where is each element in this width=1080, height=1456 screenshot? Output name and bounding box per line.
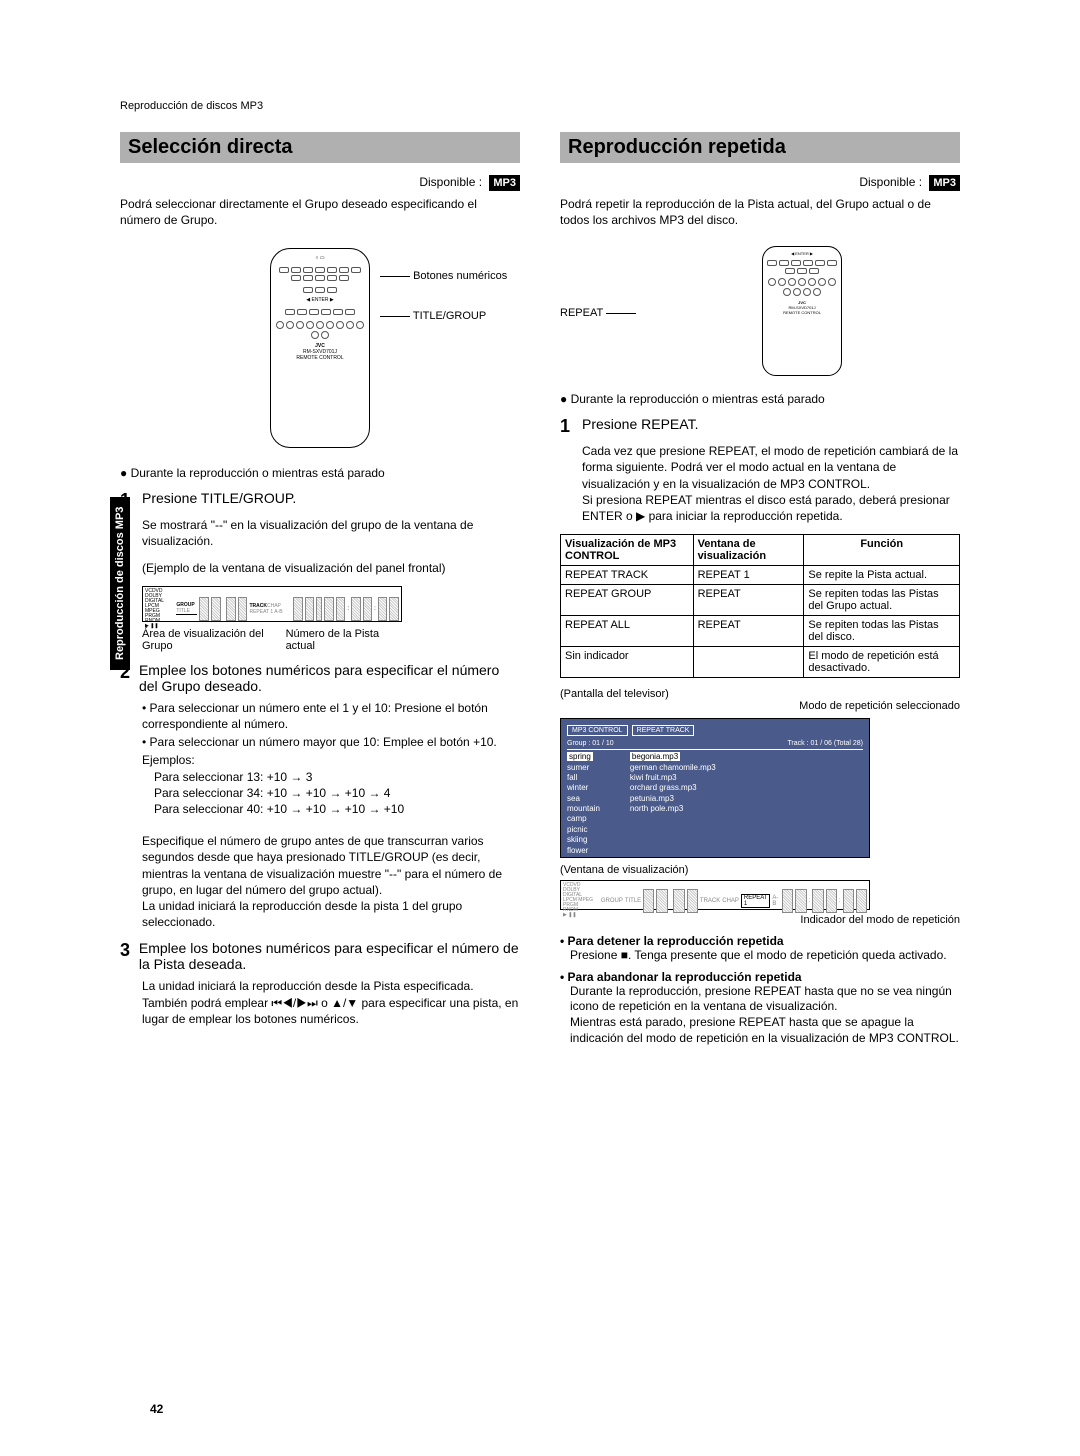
indicator-label: Indicador del modo de repetición: [560, 914, 960, 926]
repeat-table: Visualización de MP3 CONTROL Ventana de …: [560, 534, 960, 678]
page-number: 42: [150, 1402, 163, 1416]
intro-left: Podrá seleccionar directamente el Grupo …: [120, 197, 520, 228]
section-title-left: Selección directa: [120, 132, 520, 163]
note-playing-left: ● Durante la reproducción o mientras est…: [120, 466, 520, 480]
intro-right: Podrá repetir la reproducción de la Pist…: [560, 197, 960, 228]
sidebar-tab: Reproducción de discos MP3: [110, 497, 130, 670]
repeat-callout: REPEAT: [560, 307, 636, 319]
remote-diagram-small: ◀ ENTER ▶ JVCRM-SXVD701JREMOTE CONTROL: [762, 246, 842, 376]
mp3-badge: MP3: [489, 175, 520, 191]
panel-display-right: VCDVDDOLBY DIGITALLPCM MPEG PRGMRNDM▶ ❚❚…: [560, 880, 870, 910]
note-playing-right: ● Durante la reproducción o mientras est…: [560, 392, 960, 406]
abandon-heading: • Para abandonar la reproducción repetid…: [560, 970, 960, 984]
th-3: Función: [804, 535, 960, 566]
disp-caption: (Ventana de visualización): [560, 864, 960, 876]
mp3-badge-r: MP3: [929, 175, 960, 191]
step-title-3: Emplee los botones numéricos para especi…: [139, 940, 520, 972]
rstep-title-1: Presione REPEAT.: [582, 416, 698, 437]
stop-body: Presione ■. Tenga presente que el modo d…: [570, 948, 960, 964]
rstep-num-1: 1: [560, 416, 574, 437]
stop-heading: • Para detener la reproducción repetida: [560, 934, 960, 948]
callout-numeric: Botones numéricos: [380, 270, 507, 282]
disponible-text-r: Disponible :: [859, 175, 922, 189]
step-2: 2 Emplee los botones numéricos para espe…: [120, 662, 520, 694]
th-2: Ventana de visualización: [693, 535, 804, 566]
mode-label: Modo de repetición seleccionado: [560, 700, 960, 712]
step-title-1: Presione TITLE/GROUP.: [142, 490, 296, 511]
remote-diagram: ○ ▭ ◀ ENTER ▶: [270, 248, 370, 448]
page-header: Reproducción de discos MP3: [120, 100, 960, 112]
tv-caption-above: (Pantalla del televisor): [560, 688, 960, 700]
step-3: 3 Emplee los botones numéricos para espe…: [120, 940, 520, 972]
panel-label-left: Área de visualización del Grupo: [142, 628, 286, 652]
tv-mp3control: MP3 CONTROL: [567, 725, 628, 736]
step-1: 1 Presione TITLE/GROUP.: [120, 490, 520, 511]
callout-titlegroup: TITLE/GROUP: [380, 310, 486, 322]
disponible-text: Disponible :: [419, 175, 482, 189]
abandon-body: Durante la reproducción, presione REPEAT…: [570, 984, 960, 1046]
step-title-2: Emplee los botones numéricos para especi…: [139, 662, 520, 694]
tv-repeattrack: REPEAT TRACK: [632, 725, 695, 736]
tv-group: Group : 01 / 10: [567, 740, 614, 747]
panel-label-right: Número de la Pista actual: [286, 628, 402, 652]
step-body-1a: Se mostrará "--" en la visualización del…: [142, 517, 520, 549]
step-body-3: La unidad iniciará la reproducción desde…: [142, 978, 520, 1027]
th-1: Visualización de MP3 CONTROL: [561, 535, 694, 566]
tv-track: Track : 01 / 06 (Total 28): [787, 740, 863, 747]
section-title-right: Reproducción repetida: [560, 132, 960, 163]
disponible-right: Disponible : MP3: [560, 175, 960, 191]
step-num-3: 3: [120, 940, 131, 972]
right-column: Reproducción repetida Disponible : MP3 P…: [560, 132, 960, 1046]
step-body-1b: (Ejemplo de la ventana de visualización …: [142, 560, 520, 576]
disponible-left: Disponible : MP3: [120, 175, 520, 191]
rstep-body-1: Cada vez que presione REPEAT, el modo de…: [582, 443, 960, 524]
step-body-2: • Para seleccionar un número ente el 1 y…: [142, 700, 520, 931]
tv-left-list: spring sumer fall winter sea mountain ca…: [567, 752, 600, 856]
tv-panel: MP3 CONTROL REPEAT TRACK Group : 01 / 10…: [560, 718, 870, 858]
tv-right-list: begonia.mp3 german chamomile.mp3 kiwi fr…: [630, 752, 716, 856]
rstep-1: 1 Presione REPEAT.: [560, 416, 960, 437]
left-column: Selección directa Disponible : MP3 Podrá…: [120, 132, 520, 1046]
panel-display-left: VCDVD DOLBY DIGITAL LPCM MPEG PRGM RNDM▶…: [142, 586, 402, 622]
